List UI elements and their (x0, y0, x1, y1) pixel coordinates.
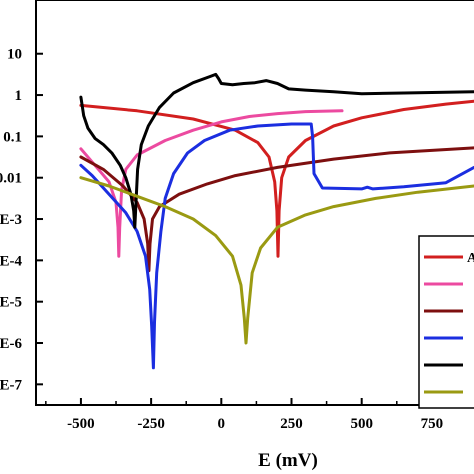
y-tick-label: 1E-6 (0, 336, 23, 352)
y-axis: 10 1 0.1 0.01 1E-3 1E-4 1E-5 1E-6 1E-7 (0, 47, 43, 393)
series-line-5 (79, 72, 474, 229)
y-tick-label: 0.1 (3, 129, 22, 145)
x-tick-label: -250 (137, 416, 165, 432)
y-tick-label: 1E-4 (0, 253, 23, 269)
y-tick-label: 1 (15, 88, 23, 104)
y-tick-label: 1E-5 (0, 295, 22, 311)
series-line-1 (79, 99, 474, 258)
x-tick-label: 0 (218, 416, 226, 432)
curves-layer (79, 72, 474, 370)
legend-box (418, 235, 474, 409)
y-tick-label: 0.01 (0, 171, 22, 187)
x-axis: -500 -250 0 250 500 750 (45, 398, 468, 432)
legend-label: A (467, 251, 474, 266)
x-tick-label: 250 (280, 416, 303, 432)
x-tick-label: -500 (67, 416, 95, 432)
y-tick-label: 1E-3 (0, 212, 22, 228)
plot-frame (35, 0, 474, 406)
series-line-6 (79, 176, 474, 345)
x-tick-label: 750 (421, 416, 444, 432)
y-tick-label: 1E-7 (0, 377, 23, 393)
legend: A (418, 235, 474, 409)
series-line-2 (79, 109, 344, 258)
x-tick-label: 500 (350, 416, 373, 432)
y-tick-label: 10 (7, 47, 22, 63)
x-axis-title: E (mV) (258, 450, 318, 471)
